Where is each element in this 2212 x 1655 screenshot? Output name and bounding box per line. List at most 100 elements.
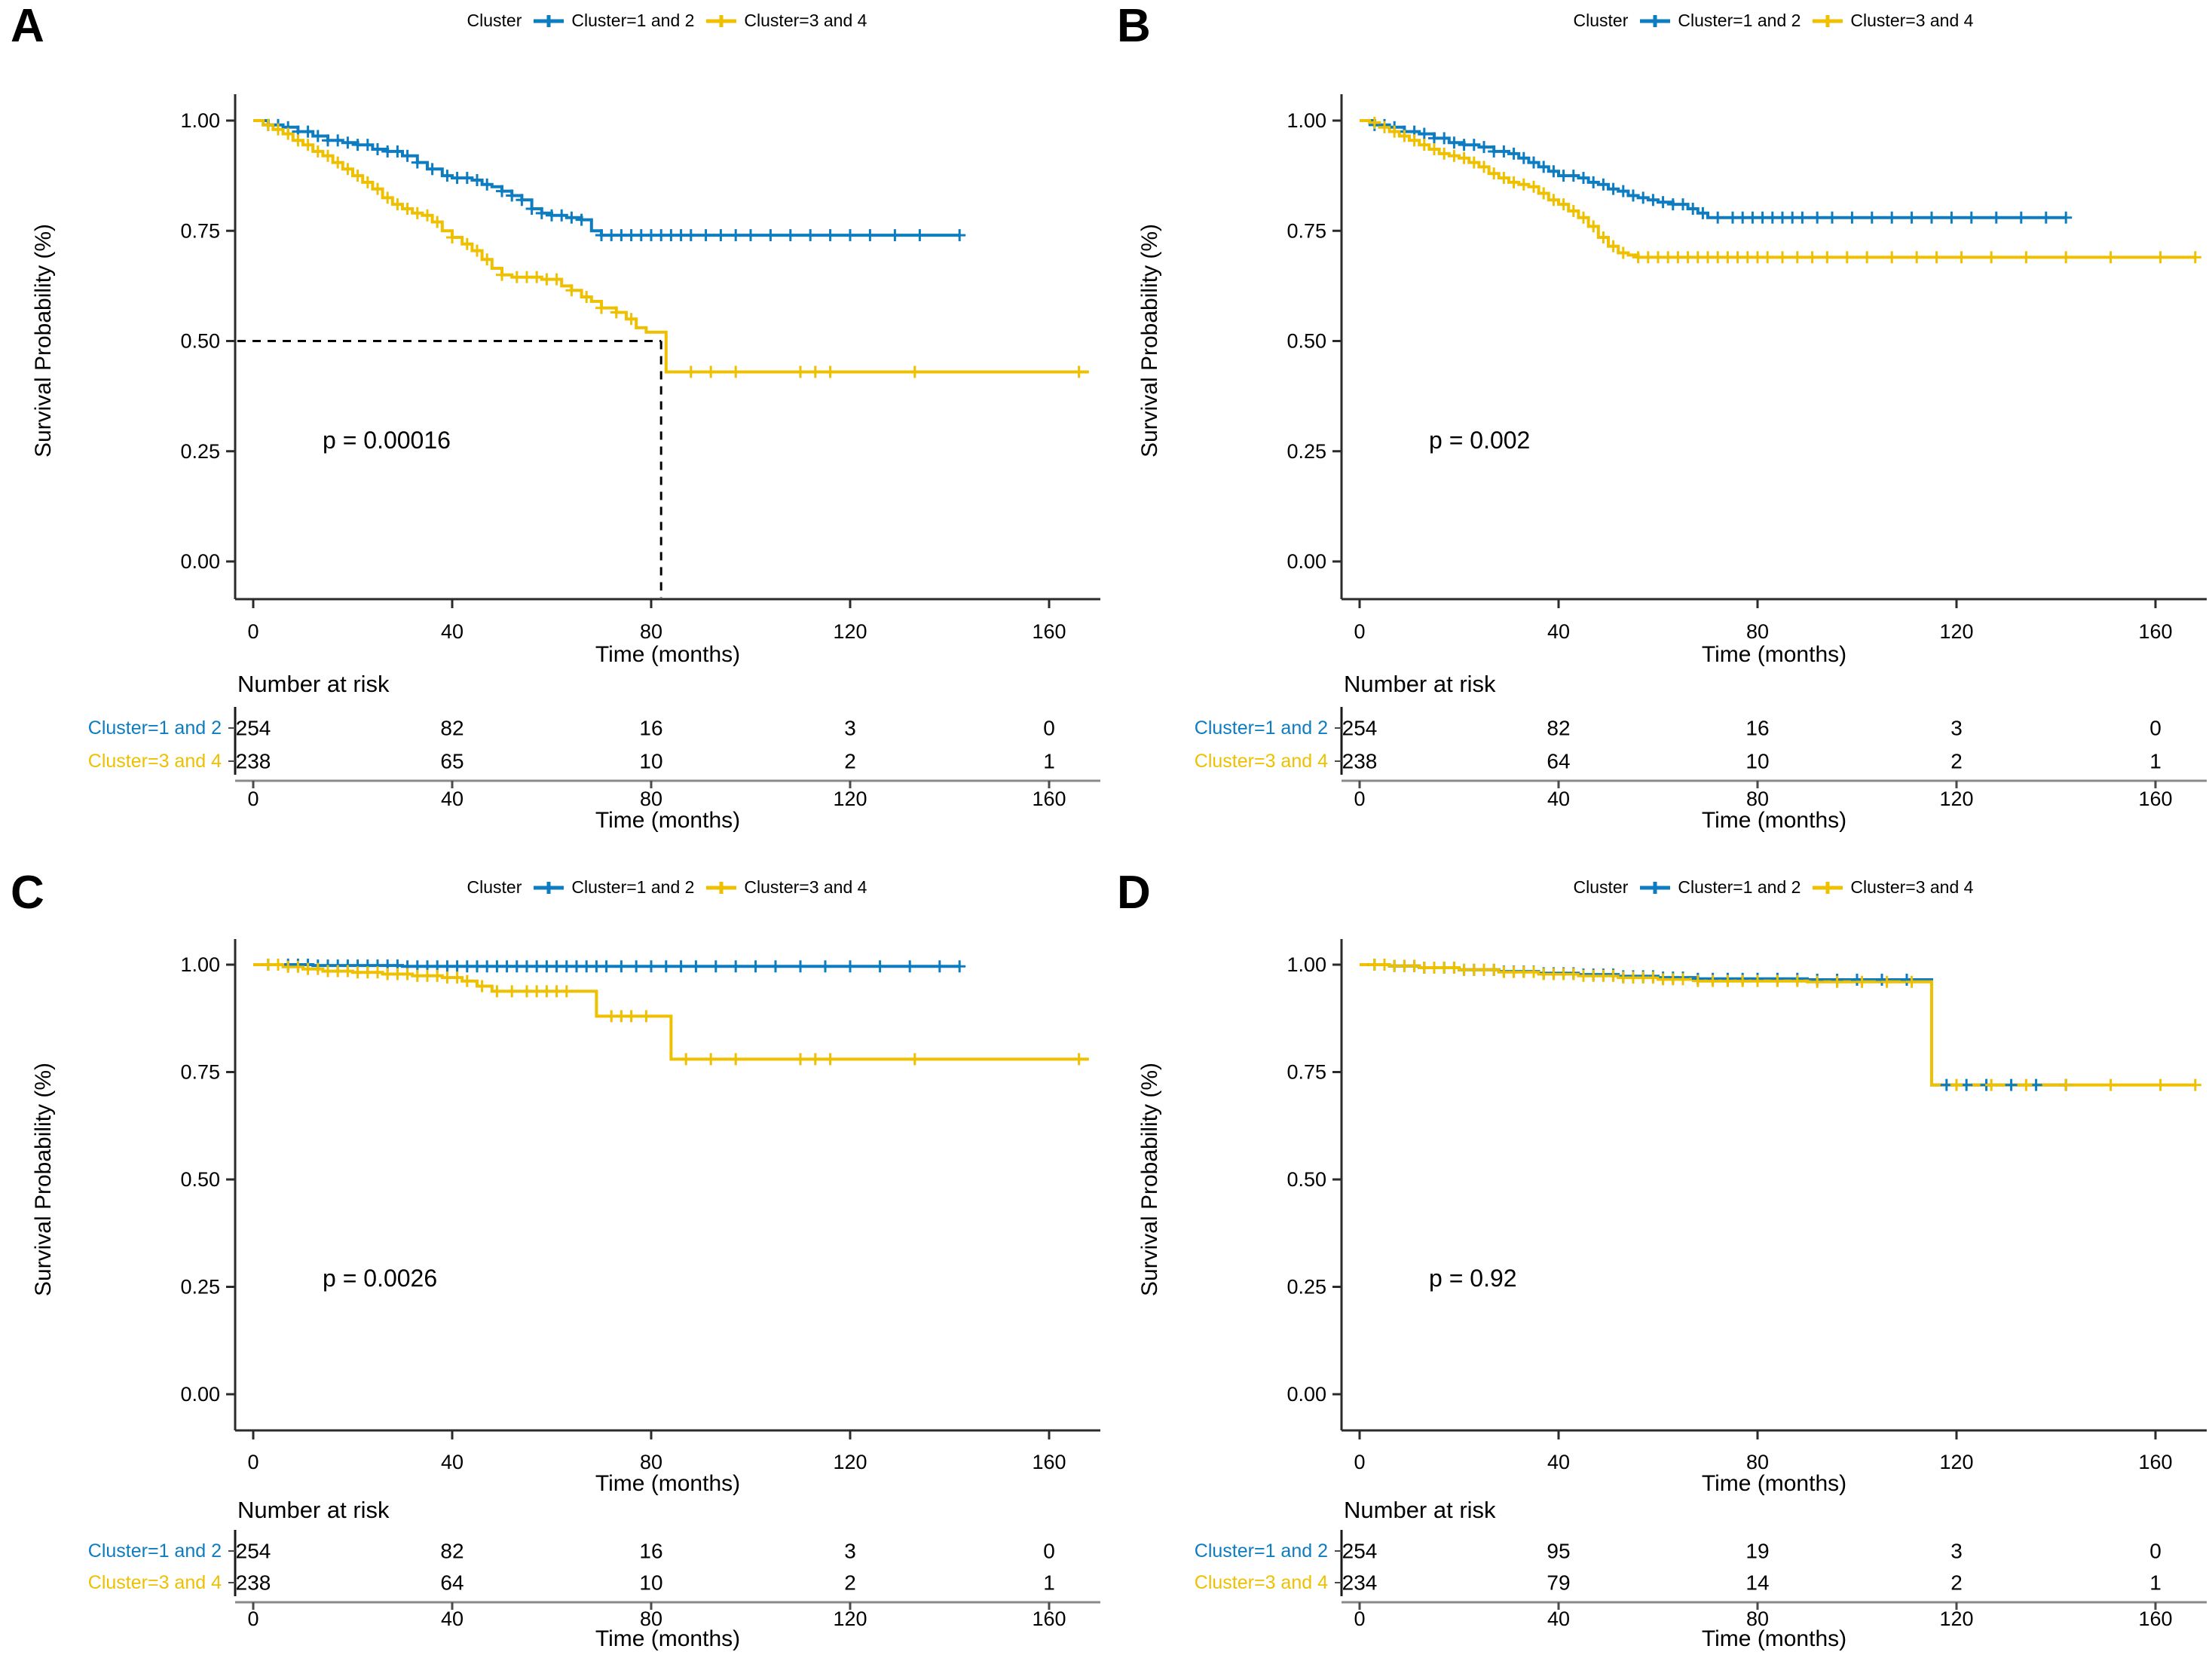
- x-tick-label: 40: [441, 1451, 464, 1473]
- x-tick-label: 0: [247, 620, 259, 643]
- x-tick-label: 80: [1746, 1451, 1769, 1473]
- risk-value: 1: [1043, 750, 1055, 773]
- y-tick-label: 0.25: [1287, 440, 1326, 463]
- risk-value: 19: [1745, 1540, 1769, 1563]
- panel-D: D Cluster Cluster=1 and 2 Cluster=3 and …: [1106, 867, 2212, 1655]
- risk-x-tick-label: 0: [247, 788, 259, 810]
- panel-B: B Cluster Cluster=1 and 2 Cluster=3 and …: [1106, 0, 2212, 867]
- risk-x-tick-label: 40: [1547, 1608, 1570, 1630]
- risk-row-label-cluster-3-4: Cluster=3 and 4: [87, 751, 222, 772]
- legend-title: Cluster: [1573, 11, 1629, 30]
- risk-value: 254: [236, 717, 271, 740]
- y-tick-label: 1.00: [1287, 109, 1326, 132]
- risk-value: 82: [1547, 717, 1570, 740]
- legend-item-cluster-3-4: Cluster=3 and 4: [705, 11, 867, 31]
- y-tick-label: 0.00: [180, 1383, 220, 1406]
- risk-value: 3: [844, 717, 856, 740]
- risk-value: 3: [1950, 1540, 1963, 1563]
- risk-value: 1: [2149, 750, 2162, 773]
- risk-row-label-cluster-3-4: Cluster=3 and 4: [87, 1572, 222, 1593]
- panel-label: B: [1117, 0, 1151, 52]
- risk-value: 3: [1950, 717, 1963, 740]
- risk-value: 254: [1342, 717, 1378, 740]
- risk-value: 10: [639, 1571, 662, 1595]
- risk-value: 234: [1342, 1571, 1378, 1595]
- risk-x-tick-label: 160: [2138, 788, 2172, 810]
- legend: Cluster Cluster=1 and 2 Cluster=3 and 4: [235, 11, 1099, 31]
- risk-x-tick-label: 80: [640, 788, 662, 810]
- y-tick-label: 0.25: [180, 440, 220, 463]
- y-tick-label: 0.50: [1287, 330, 1326, 353]
- panel-C: C Cluster Cluster=1 and 2 Cluster=3 and …: [0, 867, 1106, 1655]
- panel-label: C: [11, 867, 44, 919]
- risk-x-tick-label: 120: [1939, 1608, 1973, 1630]
- x-axis-label: Time (months): [1701, 642, 1847, 667]
- x-tick-label: 160: [2138, 1451, 2172, 1473]
- legend-item-label: Cluster=1 and 2: [1678, 877, 1801, 897]
- x-tick-label: 80: [640, 620, 662, 643]
- p-value: p = 0.0026: [323, 1265, 438, 1292]
- y-tick-label: 0.50: [1287, 1168, 1326, 1191]
- risk-x-tick-label: 160: [1032, 788, 1066, 810]
- y-tick-label: 1.00: [180, 953, 220, 976]
- x-tick-label: 80: [1746, 620, 1769, 643]
- risk-value: 238: [236, 750, 271, 773]
- x-tick-label: 160: [1032, 1451, 1066, 1473]
- legend-item-label: Cluster=3 and 4: [744, 11, 867, 30]
- y-tick-label: 0.75: [180, 219, 220, 242]
- x-tick-label: 120: [833, 1451, 867, 1473]
- risk-x-tick-label: 40: [441, 788, 464, 810]
- risk-row-label-cluster-3-4: Cluster=3 and 4: [1194, 1572, 1328, 1593]
- risk-x-tick-label: 40: [1547, 788, 1570, 810]
- legend-item-cluster-3-4: Cluster=3 and 4: [705, 877, 867, 898]
- risk-value: 64: [440, 1571, 464, 1595]
- risk-value: 82: [440, 717, 464, 740]
- x-tick-label: 40: [1547, 620, 1570, 643]
- x-tick-label: 0: [247, 1451, 259, 1473]
- risk-x-tick-label: 160: [2138, 1608, 2172, 1630]
- legend-item-cluster-1-2: Cluster=1 and 2: [1638, 11, 1801, 31]
- risk-value: 2: [1950, 750, 1963, 773]
- risk-value: 3: [844, 1540, 856, 1563]
- risk-value: 16: [639, 1540, 662, 1563]
- risk-row-label-cluster-1-2: Cluster=1 and 2: [1194, 1540, 1328, 1562]
- p-value: p = 0.002: [1429, 427, 1531, 454]
- x-axis-label: Time (months): [595, 642, 741, 667]
- legend-key-line-icon: [706, 881, 737, 894]
- risk-x-tick-label: 0: [247, 1608, 259, 1630]
- risk-value: 1: [1043, 1571, 1055, 1595]
- panel-label: A: [11, 0, 44, 52]
- risk-x-tick-label: 0: [1354, 1608, 1365, 1630]
- risk-x-tick-label: 160: [1032, 1608, 1066, 1630]
- risk-value: 16: [639, 717, 662, 740]
- risk-x-tick-label: 120: [833, 788, 867, 810]
- legend-item-label: Cluster=3 and 4: [744, 877, 867, 897]
- risk-value: 1: [2149, 1571, 2162, 1595]
- risk-table-title: Number at risk: [237, 1497, 390, 1523]
- x-tick-label: 120: [1939, 620, 1973, 643]
- y-tick-label: 0.75: [1287, 1061, 1326, 1084]
- legend-item-label: Cluster=3 and 4: [1850, 11, 1974, 30]
- risk-value: 64: [1547, 750, 1570, 773]
- risk-table-title: Number at risk: [1344, 671, 1496, 697]
- legend-item-cluster-1-2: Cluster=1 and 2: [532, 877, 694, 898]
- risk-x-axis-label: Time (months): [595, 1626, 741, 1651]
- risk-value: 238: [236, 1571, 271, 1595]
- y-tick-label: 0.75: [1287, 219, 1326, 242]
- legend-title: Cluster: [1573, 877, 1629, 897]
- risk-value: 254: [1342, 1540, 1378, 1563]
- y-tick-label: 0.25: [1287, 1276, 1326, 1299]
- legend-item-cluster-1-2: Cluster=1 and 2: [1638, 877, 1801, 898]
- risk-value: 238: [1342, 750, 1378, 773]
- risk-x-tick-label: 80: [640, 1608, 662, 1630]
- risk-x-tick-label: 40: [441, 1608, 464, 1630]
- y-tick-label: 0.75: [180, 1061, 220, 1084]
- risk-value: 2: [844, 750, 856, 773]
- p-value: p = 0.92: [1429, 1265, 1517, 1292]
- legend-key-line-icon: [1813, 14, 1843, 27]
- risk-value: 2: [844, 1571, 856, 1595]
- risk-value: 82: [440, 1540, 464, 1563]
